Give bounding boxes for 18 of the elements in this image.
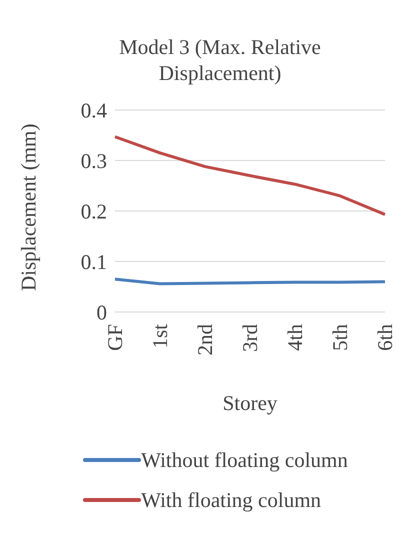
chart-title: Model 3 (Max. Relative Displacement): [118, 34, 322, 86]
y-axis-title: Displacement (mm): [16, 124, 40, 291]
x-tick-label: GF: [103, 324, 127, 351]
y-tick-label: 0: [96, 300, 107, 324]
y-tick-label: 0.3: [80, 148, 107, 173]
y-tick-label: 0.2: [80, 199, 107, 224]
y-tick-label: 0.1: [80, 250, 107, 274]
x-tick-label: 6th: [373, 324, 397, 351]
legend-label: Without floating column: [141, 447, 348, 474]
x-tick-label: 2nd: [193, 324, 217, 356]
x-axis-title: Storey: [222, 391, 278, 415]
x-tick-label: 3rd: [238, 324, 262, 352]
x-tick-label: 1st: [148, 324, 172, 349]
line-series: [114, 135, 386, 216]
x-tick-label: 5th: [328, 324, 352, 351]
x-tick-label: 4th: [283, 324, 307, 351]
legend-label: With floating column: [141, 487, 322, 514]
y-tick-label: 0.4: [80, 98, 108, 122]
